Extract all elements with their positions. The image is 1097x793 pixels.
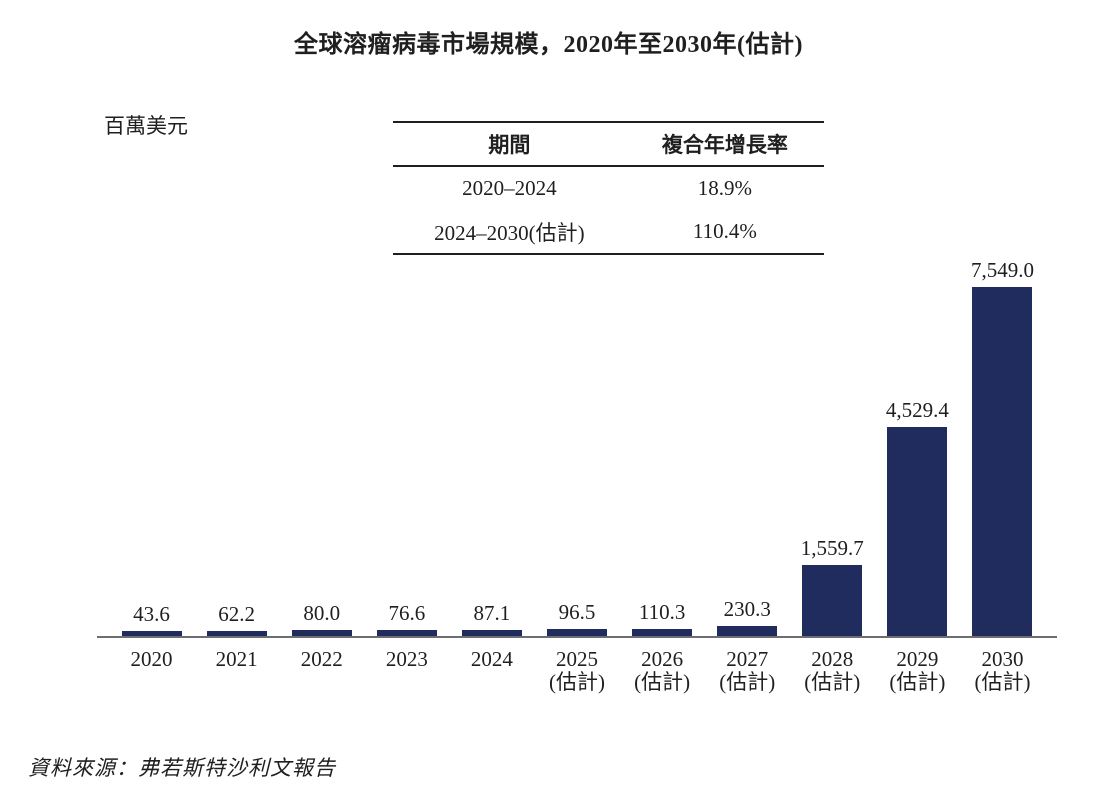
x-axis-label: 2027 (估計) [705,648,790,694]
x-axis-label: 2020 [109,648,194,694]
bar-value-label: 230.3 [723,597,771,622]
cagr-table-cell-period: 2024–2030(估計) [434,220,585,245]
x-axis-label-year: 2023 [385,647,428,671]
page-title: 全球溶瘤病毒市場規模，2020年至2030年(估計) [294,32,803,58]
bar [632,628,693,637]
bar-column: 4,529.4 [875,398,960,637]
bar-column: 87.1 [449,600,534,637]
x-axis-label-year: 2026 [641,647,684,671]
x-axis-label-year: 2025 [556,647,599,671]
cagr-table-row: 2024–2030(估計) 110.4% [393,210,824,253]
x-axis-label-year: 2027 [726,647,769,671]
bar-value-label: 80.0 [303,600,341,625]
bar-column: 76.6 [364,601,449,637]
cagr-table-header-row: 期間 複合年增長率 [393,123,824,167]
cagr-table-cell-cagr: 18.9% [697,176,752,200]
x-axis-label-note: (估計) [804,670,861,694]
bar-column: 62.2 [194,601,279,637]
bar-column: 96.5 [534,600,619,637]
x-axis-label-note: (估計) [974,670,1031,694]
bar-value-label: 43.6 [133,602,170,627]
bar-column: 110.3 [620,600,705,637]
bar-value-label: 87.1 [473,600,511,625]
bar [121,631,182,637]
cagr-table-cell-cagr: 110.4% [692,219,757,243]
x-axis-label-note: (估計) [634,670,691,694]
bar-value-label: 1,559.7 [800,535,864,560]
bar-column: 230.3 [705,597,790,637]
bar-column: 43.6 [109,602,194,637]
x-axis-label-note: (估計) [719,670,776,694]
x-axis-label: 2022 [279,648,364,694]
bar-value-label: 7,549.0 [970,258,1034,282]
bar-value-label: 96.5 [558,600,596,625]
x-axis-label-year: 2030 [981,647,1024,671]
x-axis-label: 2026 (估計) [620,648,705,694]
source-note: 資料來源：弗若斯特沙利文報告 [28,756,336,780]
bar [972,287,1033,637]
x-axis-label: 2021 [194,648,279,694]
cagr-table-header-cagr: 複合年增長率 [661,133,788,157]
cagr-table-cell-period: 2020–2024 [462,176,557,200]
x-axis-label-year: 2028 [811,647,854,671]
bar-column: 80.0 [279,601,364,637]
x-axis-label: 2030 (估計) [960,648,1045,694]
bar-value-label: 62.2 [218,601,256,626]
bar-column: 1,559.7 [790,536,875,637]
bar [547,629,608,637]
x-axis-label-note: (估計) [889,670,946,694]
bar-column: 7,549.0 [960,258,1045,637]
bar-value-label: 76.6 [388,600,426,625]
x-axis-line [97,636,1057,638]
x-axis-label: 2023 [364,648,449,694]
x-axis-label: 2028 (估計) [790,648,875,694]
bar [206,630,267,637]
x-axis-label-year: 2021 [215,647,258,671]
bar-value-label: 4,529.4 [885,398,949,422]
bar-chart: 43.6 62.2 80.0 76.6 87.1 96.5 110.3 230.3 1,559.… [109,258,1045,637]
x-axis-label-year: 2022 [300,647,343,671]
x-axis-labels: 2020 2021 2022 2023 2024 2025 (估計) 2026 (估計) 2027… [109,648,1045,694]
cagr-table-header-period: 期間 [488,133,531,157]
bar [461,629,522,637]
x-axis-label: 2029 (估計) [875,648,960,694]
x-axis-label-year: 2029 [896,647,939,671]
x-axis-label-year: 2020 [130,647,173,671]
x-axis-label-note: (估計) [549,670,606,694]
bar [802,564,863,637]
cagr-table-row: 2020–2024 18.9% [393,167,824,210]
bar-value-label: 110.3 [638,599,686,624]
x-axis-label-year: 2024 [470,647,513,671]
bar [376,629,437,637]
x-axis-label: 2024 [449,648,534,694]
cagr-table: 期間 複合年增長率 2020–2024 18.9% 2024–2030(估計) … [393,121,824,255]
bar [887,427,948,637]
bar [291,629,352,637]
bar [717,626,778,637]
x-axis-label: 2025 (估計) [534,648,619,694]
y-axis-unit-label: 百萬美元 [104,114,188,138]
